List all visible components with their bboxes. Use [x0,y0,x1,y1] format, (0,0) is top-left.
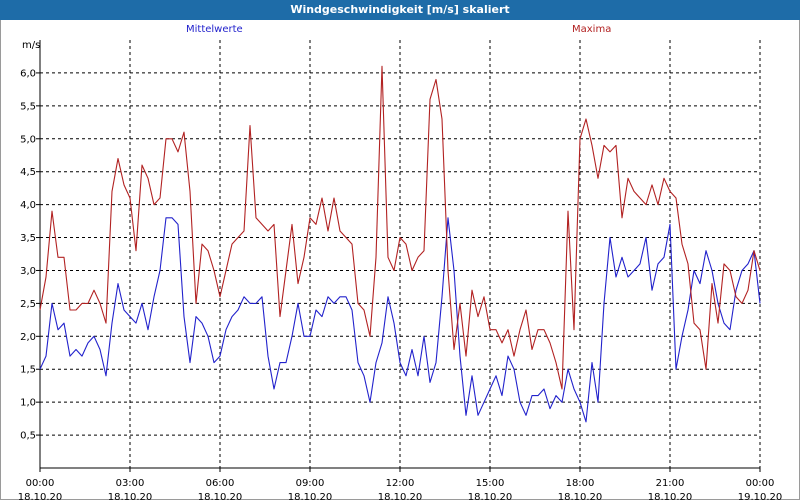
x-tick-date: 18.10.20 [18,492,63,500]
x-tick-time: 18:00 [566,478,595,489]
x-tick-time: 06:00 [206,478,235,489]
x-tick-time: 21:00 [656,478,685,489]
y-tick-label: 2,5 [20,299,36,310]
x-tick-date: 18.10.20 [648,492,693,500]
y-tick-label: 3,5 [20,233,36,244]
x-tick-date: 18.10.20 [198,492,243,500]
y-tick-label: 5,5 [20,101,36,112]
series-line-maxima [39,65,761,390]
x-tick-time: 15:00 [476,478,505,489]
y-tick-label: 6,0 [20,68,36,79]
x-tick-date: 18.10.20 [378,492,423,500]
y-tick-label: 4,5 [20,167,36,178]
x-tick-date: 18.10.20 [558,492,603,500]
x-tick-date: 18.10.20 [108,492,153,500]
y-tick-label: 0,5 [20,431,36,442]
x-tick-time: 12:00 [386,478,415,489]
x-tick-date: 18.10.20 [288,492,333,500]
x-tick-time: 03:00 [116,478,145,489]
legend-maxima: Maxima [572,24,612,35]
series-line-mittelwerte [39,217,761,423]
x-tick-date: 18.10.20 [468,492,513,500]
y-tick-label: 1,0 [20,398,36,409]
legend-mittelwerte: Mittelwerte [186,24,243,35]
x-tick-time: 00:00 [746,478,775,489]
y-tick-label: 5,0 [20,134,36,145]
chart-title: Windgeschwindigkeit [m/s] skaliert [0,0,800,20]
x-tick-time: 00:00 [26,478,55,489]
y-tick-label: 1,5 [20,365,36,376]
y-tick-label: 4,0 [20,200,36,211]
y-axis-unit: m/s [22,40,41,51]
y-tick-label: 2,0 [20,332,36,343]
y-tick-label: 3,0 [20,266,36,277]
x-tick-time: 09:00 [296,478,325,489]
x-tick-date: 19.10.20 [738,492,783,500]
